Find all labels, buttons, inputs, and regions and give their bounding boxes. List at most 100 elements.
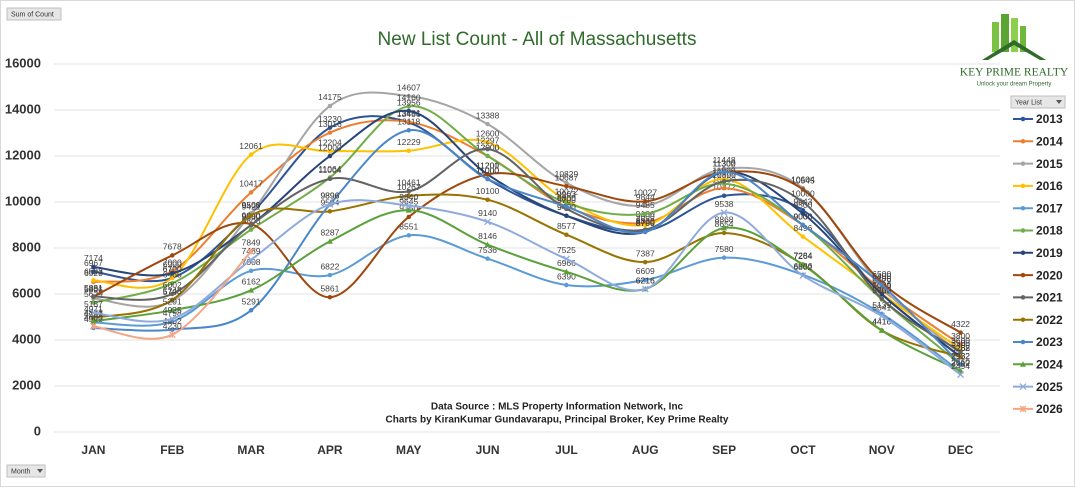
line <box>93 234 962 373</box>
marker <box>484 218 492 226</box>
line <box>93 199 962 376</box>
x-tick-label: AUG <box>632 443 659 457</box>
logo <box>982 14 1046 60</box>
data-label: 14607 <box>397 82 421 92</box>
marker <box>485 256 490 261</box>
marker <box>405 202 413 210</box>
marker <box>1020 339 1026 345</box>
marker <box>91 294 96 299</box>
marker <box>643 199 648 204</box>
data-label: 6300 <box>872 273 891 283</box>
x-tick-label: MAR <box>237 443 265 457</box>
data-label: 9538 <box>715 199 734 209</box>
marker <box>327 130 333 135</box>
data-label: 11000 <box>476 165 499 175</box>
marker <box>485 121 490 127</box>
marker <box>170 327 175 332</box>
marker <box>958 349 963 354</box>
data-label: 7849 <box>242 238 261 248</box>
marker <box>170 291 175 297</box>
data-label: 6967 <box>84 258 103 268</box>
data-label: 6162 <box>242 277 261 287</box>
data-label: 9896 <box>320 191 339 201</box>
marker <box>1020 116 1026 122</box>
marker <box>564 204 569 209</box>
legend-label: 2019 <box>1036 246 1063 260</box>
legend-button[interactable] <box>1010 95 1066 109</box>
marker <box>168 315 176 323</box>
data-label: 3600 <box>951 335 970 345</box>
marker <box>958 354 963 360</box>
data-label: 4322 <box>951 319 970 329</box>
legend-label: 2013 <box>1036 112 1063 126</box>
data-label: 8700 <box>636 218 655 228</box>
marker <box>643 222 648 228</box>
data-label: 5806 <box>84 285 103 295</box>
data-label: 10417 <box>239 179 263 189</box>
x-tick-label: JUL <box>555 443 578 457</box>
marker <box>91 278 96 283</box>
data-label: 2932 <box>951 351 970 361</box>
data-label: 6390 <box>557 271 576 281</box>
data-label: 12229 <box>397 137 421 147</box>
data-label: 8146 <box>478 231 497 241</box>
x-tick-label: JAN <box>81 443 105 457</box>
data-label: 5861 <box>320 283 339 293</box>
data-label: 11302 <box>713 158 736 168</box>
data-label: 7536 <box>478 245 497 255</box>
data-label: 4600 <box>84 312 103 322</box>
series: 5891600290001100410461122979700880010900… <box>84 135 970 354</box>
marker <box>168 331 176 339</box>
marker <box>485 139 490 145</box>
data-label: 4798 <box>163 308 182 318</box>
data-label: 12000 <box>318 142 342 152</box>
data-label: 9500 <box>793 200 812 210</box>
marker <box>958 330 963 335</box>
data-label: 3268 <box>951 343 970 353</box>
marker <box>564 200 569 206</box>
marker <box>878 312 886 320</box>
marker <box>327 294 333 300</box>
marker <box>721 193 727 198</box>
data-label: 9140 <box>478 208 497 218</box>
marker <box>248 152 254 157</box>
marker <box>720 209 728 217</box>
marker <box>564 282 569 288</box>
legend-label: 2014 <box>1036 134 1063 148</box>
data-label: 6216 <box>636 275 655 285</box>
chart-title: New List Count - All of Massachusetts <box>378 29 697 50</box>
marker <box>485 172 490 177</box>
marker <box>248 227 254 232</box>
marker <box>406 233 411 238</box>
marker <box>721 166 727 171</box>
axis-button-label: Month <box>11 468 31 475</box>
marker <box>169 307 176 313</box>
marker <box>1020 361 1026 367</box>
marker <box>485 153 490 159</box>
marker <box>1020 272 1026 278</box>
marker <box>1020 250 1026 256</box>
dropdown-arrow <box>37 469 43 473</box>
legend-label: 2017 <box>1036 201 1063 215</box>
data-label: 11000 <box>476 165 499 175</box>
data-label: 8800 <box>636 216 655 226</box>
marker <box>1020 228 1026 233</box>
data-label: 7580 <box>715 244 734 254</box>
marker <box>957 371 965 379</box>
data-label: 5629 <box>84 289 103 299</box>
data-label: 9645 <box>399 196 418 206</box>
data-label: 13016 <box>318 119 342 129</box>
marker <box>721 225 728 231</box>
note: Charts by KiranKumar Gundavarapu, Princi… <box>386 415 729 426</box>
data-label: 7000 <box>163 257 182 267</box>
marker <box>1019 405 1027 413</box>
legend-label: 2020 <box>1036 268 1063 282</box>
data-label: 8654 <box>715 219 734 229</box>
axis-button[interactable] <box>6 464 46 478</box>
data-label: 9421 <box>242 202 261 212</box>
field-button[interactable] <box>6 7 62 21</box>
marker <box>91 315 96 320</box>
x-tick-label: FEB <box>160 443 184 457</box>
data-label: 6523 <box>84 268 103 278</box>
data-label: 6822 <box>320 261 339 271</box>
